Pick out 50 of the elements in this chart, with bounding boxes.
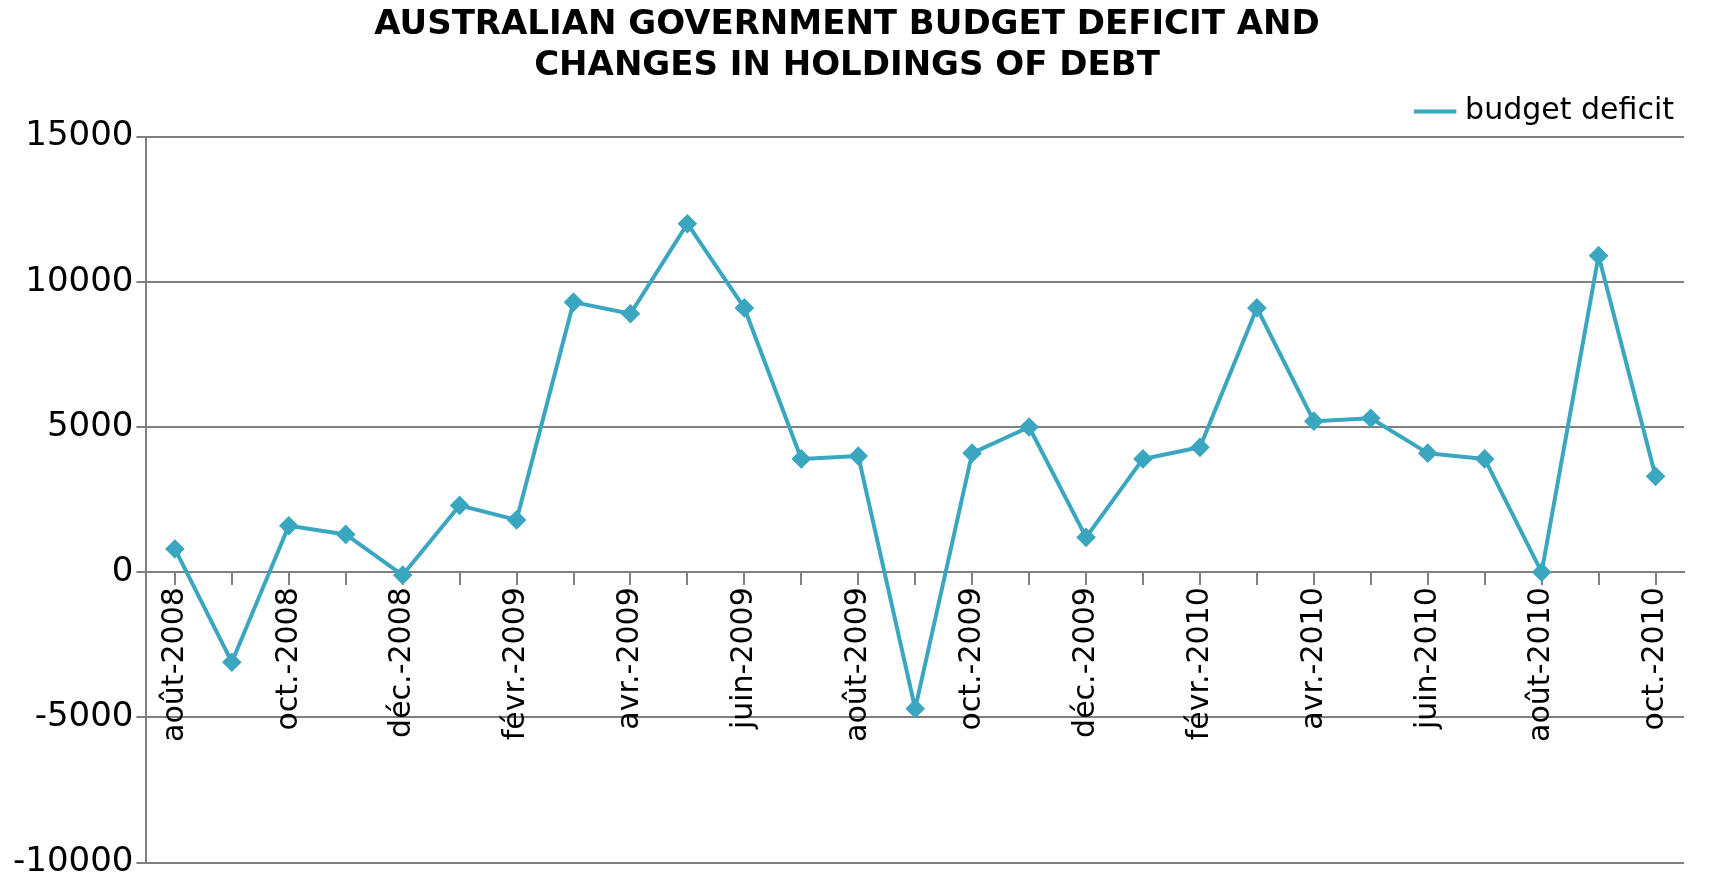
legend-label: budget deficit (1465, 91, 1675, 127)
point (735, 298, 754, 317)
point (1532, 563, 1551, 582)
y-tick-label: 10000 (25, 258, 134, 299)
x-tick-label: août-2009 (838, 587, 874, 742)
point (1418, 444, 1437, 463)
point (279, 516, 298, 535)
text: CHANGES IN HOLDINGS OF DEBT (534, 43, 1160, 84)
point (1020, 418, 1039, 436)
point (621, 304, 640, 323)
point (1134, 449, 1152, 468)
x-tick-label: déc.-2009 (1065, 587, 1101, 738)
point (1247, 298, 1266, 317)
point (678, 214, 697, 233)
point (906, 699, 925, 718)
point (1190, 438, 1209, 457)
point (1475, 449, 1494, 468)
point (165, 539, 184, 558)
x-tick-label: févr.-2010 (1179, 587, 1215, 741)
x-tick-label: juin-2009 (724, 587, 760, 731)
x-tick-label: juin-2010 (1407, 587, 1443, 731)
x-tick-label: août-2010 (1521, 587, 1557, 742)
x-tick-label: déc.-2008 (382, 587, 418, 738)
point (222, 653, 241, 672)
point (849, 447, 868, 466)
point (336, 525, 355, 544)
point (1589, 246, 1608, 265)
x-tick-label: oct.-2008 (268, 587, 304, 731)
point (450, 496, 469, 515)
x-tick-label: oct.-2010 (1635, 587, 1671, 731)
y-tick-label: 5000 (46, 403, 134, 444)
point (1077, 528, 1096, 547)
point (1304, 412, 1323, 431)
y-tick-label: -10000 (12, 839, 134, 880)
text: AUSTRALIAN GOVERNMENT BUDGET DEFICIT AND (374, 2, 1320, 43)
point (963, 444, 982, 463)
y-tick-label: 0 (111, 549, 134, 590)
x-tick-label: avr.-2009 (610, 587, 646, 730)
point (393, 566, 412, 585)
point (1646, 467, 1665, 486)
x-tick-label: août-2008 (154, 587, 190, 742)
y-tick-label: -5000 (34, 694, 134, 735)
point (507, 510, 526, 529)
point (792, 449, 811, 468)
point (564, 293, 583, 312)
y-tick-label: 15000 (25, 113, 134, 154)
point (1361, 409, 1380, 428)
x-tick-label: oct.-2009 (951, 587, 987, 731)
x-tick-label: févr.-2009 (496, 587, 532, 741)
x-tick-label: avr.-2010 (1293, 587, 1329, 730)
